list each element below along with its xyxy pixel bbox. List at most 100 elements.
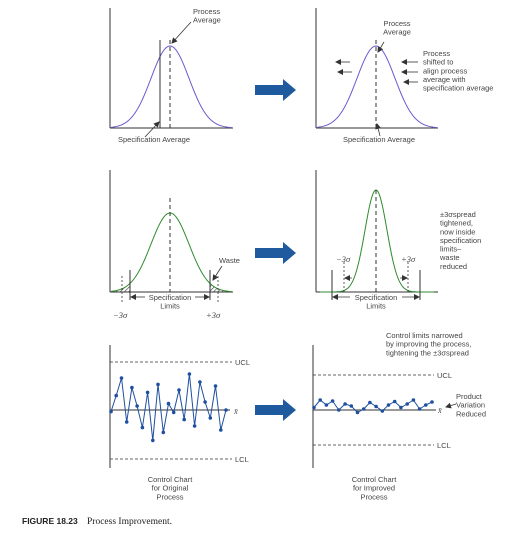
spread-note: ±3σspread tightened, now inside specificati… <box>439 210 481 271</box>
text-line: reduced <box>440 262 467 271</box>
text-line: tightened, <box>440 219 473 228</box>
text-line: Specification <box>355 293 398 302</box>
text-line: ±3σspread <box>440 210 476 219</box>
figure-number: FIGURE 18.23 <box>22 516 78 526</box>
shift-note: Process shifted to align process average wi… <box>423 49 493 93</box>
panel-waste-distribution: Waste Specification Limits −3σ +3σ <box>109 170 240 320</box>
text-line: Process <box>156 492 183 501</box>
text-line: specification <box>440 236 481 245</box>
sample-point <box>355 410 360 415</box>
sample-point <box>380 409 385 413</box>
sample-point <box>343 402 347 406</box>
narrow-note: Control limits narrowed by improving the … <box>386 331 471 357</box>
sample-point <box>182 417 186 422</box>
text-line: Product <box>456 392 483 401</box>
sample-point <box>192 424 197 428</box>
process-average-label: Process Average <box>383 19 411 37</box>
normal-curve <box>110 212 233 293</box>
lcl-label: LCL <box>235 455 249 464</box>
sample-point <box>177 388 181 392</box>
transition-arrow <box>255 242 296 264</box>
transition-arrow <box>255 399 296 421</box>
figure-title: Process Improvement. <box>87 517 172 527</box>
shift-arrows <box>335 59 418 85</box>
text-line: Limits <box>366 302 386 311</box>
minus-3-sigma-label: −3σ <box>113 310 128 320</box>
sample-points <box>312 398 434 415</box>
sample-point <box>399 405 403 410</box>
panel-improved-control-chart: Control limits narrowed by improving the … <box>312 331 486 501</box>
sample-point <box>187 372 192 376</box>
sample-point <box>198 380 202 384</box>
plus-3-sigma-label: +3σ <box>206 310 221 320</box>
sample-point <box>337 408 341 412</box>
sample-point <box>312 405 316 410</box>
text-line: for Original <box>152 484 189 493</box>
sample-point <box>224 408 228 412</box>
panel-original-control-chart: UCL LCL x̄ Control Chart for Original Proc… <box>109 345 250 501</box>
sample-points <box>109 372 228 443</box>
minus-3-sigma-label: −3σ <box>336 254 351 264</box>
normal-curve <box>316 45 438 129</box>
shift-pointer <box>377 41 385 53</box>
sample-point <box>219 428 223 432</box>
sample-point <box>392 399 397 404</box>
sample-point <box>417 407 422 411</box>
sample-point <box>208 416 213 420</box>
spec-average-pointer <box>375 123 382 137</box>
ucl-label: UCL <box>235 358 250 367</box>
process-average-pointer <box>171 21 192 44</box>
text-line: Process <box>193 7 220 16</box>
sample-series-line <box>110 373 227 441</box>
text-line: Variation <box>456 401 485 410</box>
sample-point <box>405 402 410 406</box>
sample-point <box>166 401 171 406</box>
text-line: Specification <box>149 293 192 302</box>
text-line: average with <box>423 75 466 84</box>
plus-3-sigma-label: +3σ <box>401 254 416 264</box>
sample-point <box>374 404 378 409</box>
text-line: Process <box>360 492 387 501</box>
figure-caption: FIGURE 18.23 Process Improvement. <box>22 516 172 527</box>
waste-label: Waste <box>219 256 240 265</box>
sample-point <box>318 398 323 402</box>
process-average-label: Process Average <box>193 7 221 25</box>
text-line: Process <box>423 49 450 58</box>
sample-point <box>109 409 113 414</box>
sample-point <box>430 400 434 404</box>
sample-point <box>161 430 166 435</box>
spec-average-pointer <box>144 121 160 138</box>
sample-point <box>119 376 124 380</box>
sample-point <box>361 407 366 411</box>
text-line: Process <box>383 19 410 28</box>
spec-limits-label: Specification Limits <box>149 293 192 311</box>
waste-right-tail <box>210 283 229 292</box>
text-line: Average <box>193 16 221 25</box>
waste-pointer <box>212 265 223 281</box>
sample-point <box>324 403 329 407</box>
panel-tightened-distribution: −3σ +3σ Specification Limits ±3σspread tig… <box>315 170 481 311</box>
chart-caption: Control Chart for Original Process <box>148 475 194 501</box>
x-bar-label: x̄ <box>437 405 443 415</box>
sample-point <box>130 385 134 390</box>
variation-note: Product Variation Reduced <box>456 392 486 418</box>
normal-curve <box>110 45 233 129</box>
sample-point <box>330 399 335 403</box>
panel-original-distribution: Process Average Specification Average <box>109 7 233 144</box>
text-line: Control limits narrowed <box>386 331 463 340</box>
narrow-curve <box>320 189 434 293</box>
sample-point <box>424 403 428 407</box>
x-bar-label: x̄ <box>233 406 239 416</box>
sample-point <box>386 403 391 407</box>
transition-arrow <box>255 79 296 101</box>
variation-pointer <box>445 402 457 409</box>
lcl-label: LCL <box>437 441 451 450</box>
sample-point <box>171 410 176 415</box>
sample-point <box>140 425 145 430</box>
sample-point <box>156 382 160 387</box>
text-line: by improving the process, <box>386 340 471 349</box>
sample-point <box>151 438 155 443</box>
spec-average-label: Specification Average <box>343 135 415 144</box>
text-line: Limits <box>160 302 180 311</box>
